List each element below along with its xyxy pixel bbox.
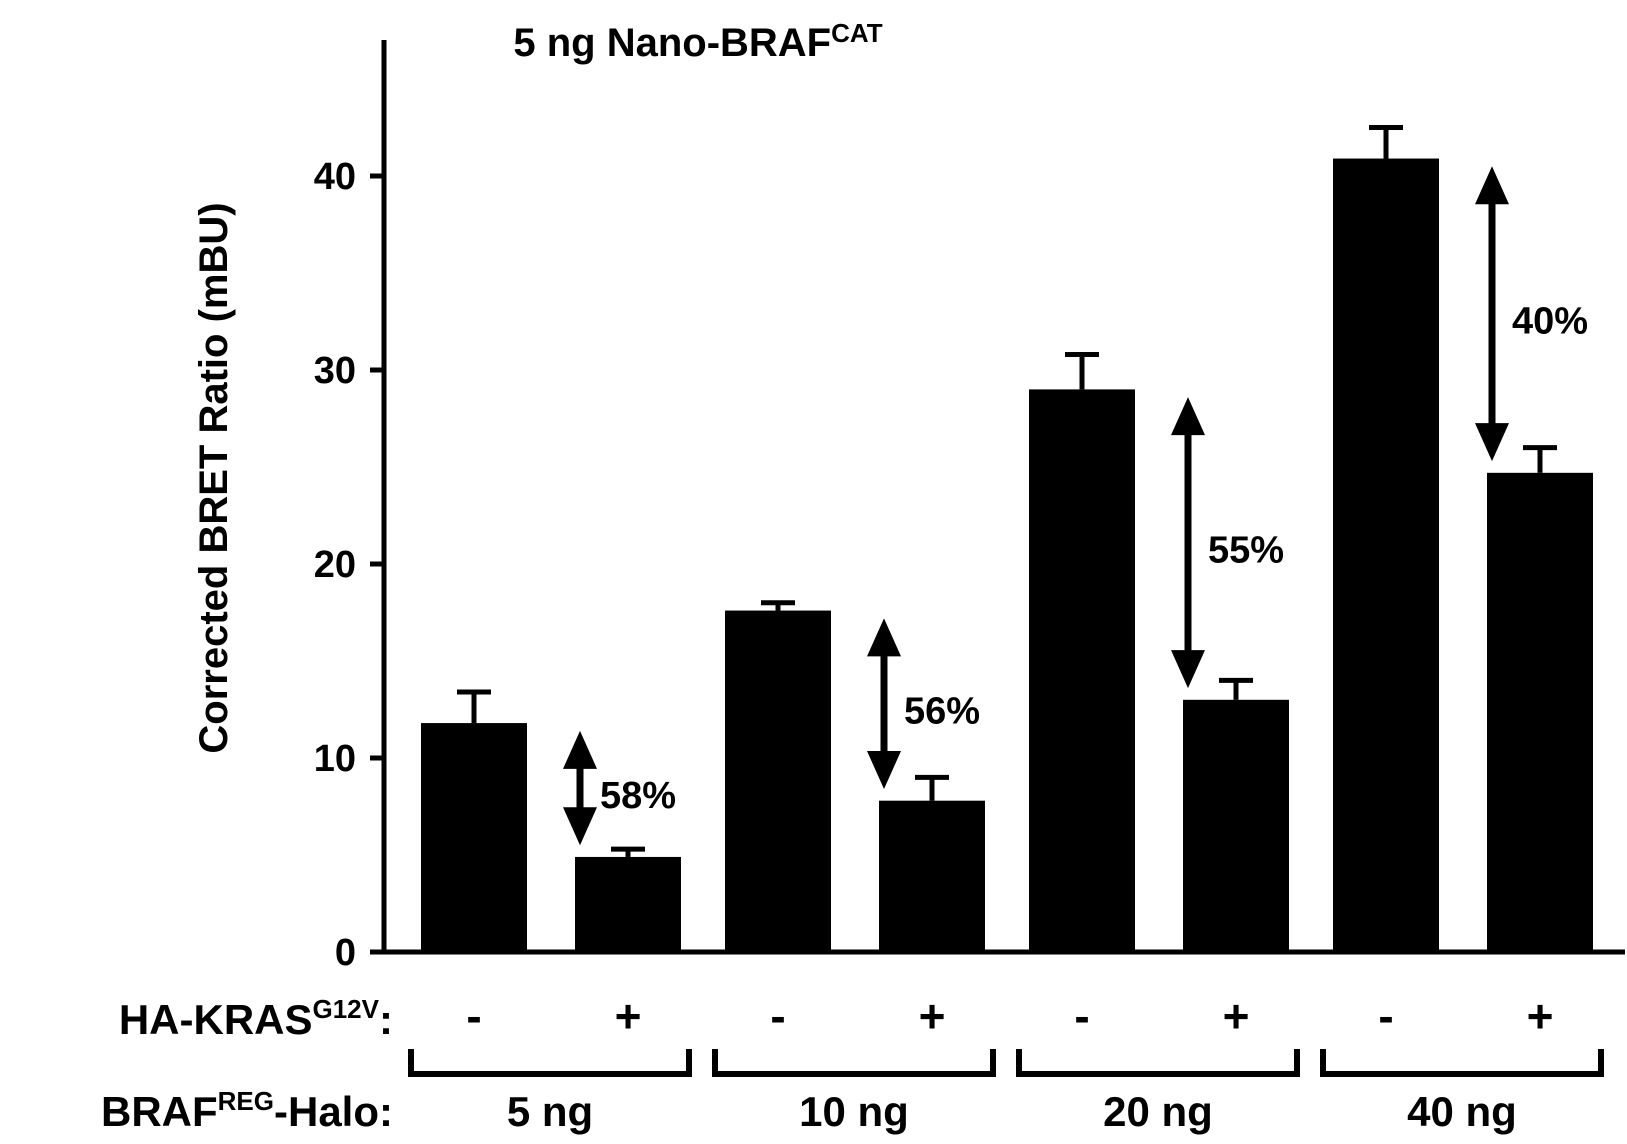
kras-sign: + bbox=[1527, 990, 1554, 1042]
chart-title-superscript: CAT bbox=[831, 18, 883, 48]
bar bbox=[725, 610, 831, 952]
reduction-arrow-head-down bbox=[1475, 423, 1509, 462]
braf-row-label-text: BRAF bbox=[101, 1088, 218, 1135]
y-tick-label: 0 bbox=[335, 932, 356, 974]
group-bracket bbox=[1320, 1049, 1604, 1077]
kras-sign: - bbox=[770, 990, 785, 1042]
group-label: 20 ng bbox=[1103, 1088, 1213, 1135]
group-bracket bbox=[408, 1049, 692, 1077]
kras-sign: - bbox=[1074, 990, 1089, 1042]
group-label: 5 ng bbox=[507, 1088, 593, 1135]
kras-sign: - bbox=[1378, 990, 1393, 1042]
group-label: 40 ng bbox=[1407, 1088, 1517, 1135]
reduction-percent: 55% bbox=[1208, 530, 1284, 572]
kras-sign: + bbox=[615, 990, 642, 1042]
group-row-layer: - +5 ng- +10 ng- +20 ng- +40 ng bbox=[408, 990, 1604, 1135]
group-label: 10 ng bbox=[799, 1088, 909, 1135]
group-bracket bbox=[712, 1049, 996, 1077]
y-axis-label: Corrected BRET Ratio (mBU) bbox=[192, 202, 236, 753]
reduction-arrow-head-up bbox=[867, 618, 901, 657]
reduction-arrow-head-up bbox=[1475, 166, 1509, 205]
bar bbox=[575, 856, 681, 952]
kras-row-label: HA-KRASG12V: bbox=[119, 994, 393, 1043]
reduction-percent: 56% bbox=[904, 691, 980, 733]
y-tick-label: 30 bbox=[314, 350, 356, 392]
chart-title: 5 ng Nano-BRAFCAT bbox=[513, 18, 882, 65]
chart-title-main: 5 ng Nano-BRAF bbox=[513, 21, 831, 65]
reduction-percent: 58% bbox=[600, 775, 676, 817]
bar bbox=[1487, 472, 1593, 952]
reduction-annotations: 58% 56% 55% 40% bbox=[563, 166, 1588, 846]
reduction-arrow-head-down bbox=[563, 807, 597, 846]
bars-layer bbox=[421, 125, 1593, 953]
y-axis-ticks: 0 10 20 30 40 bbox=[314, 156, 384, 974]
kras-row-label-superscript: G12V bbox=[313, 994, 380, 1024]
kras-sign: + bbox=[1223, 990, 1250, 1042]
y-tick-label: 10 bbox=[314, 738, 356, 780]
group-bracket bbox=[1016, 1049, 1300, 1077]
kras-sign: + bbox=[919, 990, 946, 1042]
braf-row-label-suffix: -Halo: bbox=[274, 1088, 393, 1135]
reduction-arrow-head-up bbox=[1171, 397, 1205, 436]
braf-row-label: BRAFREG-Halo: bbox=[101, 1086, 393, 1135]
bar bbox=[1183, 699, 1289, 952]
kras-sign: - bbox=[466, 990, 481, 1042]
bar bbox=[1029, 389, 1135, 952]
y-tick-label: 40 bbox=[314, 156, 356, 198]
bar bbox=[421, 723, 527, 952]
braf-row-label-superscript: REG bbox=[218, 1086, 274, 1116]
reduction-arrow-head-down bbox=[1171, 650, 1205, 689]
reduction-arrow-head-down bbox=[867, 751, 901, 790]
reduction-arrow-head-up bbox=[563, 730, 597, 769]
kras-row-label-text: HA-KRAS bbox=[119, 996, 313, 1043]
kras-row-label-suffix: : bbox=[379, 996, 393, 1043]
reduction-percent: 40% bbox=[1512, 301, 1588, 343]
bar bbox=[879, 800, 985, 952]
y-tick-label: 20 bbox=[314, 544, 356, 586]
bar bbox=[1333, 158, 1439, 953]
